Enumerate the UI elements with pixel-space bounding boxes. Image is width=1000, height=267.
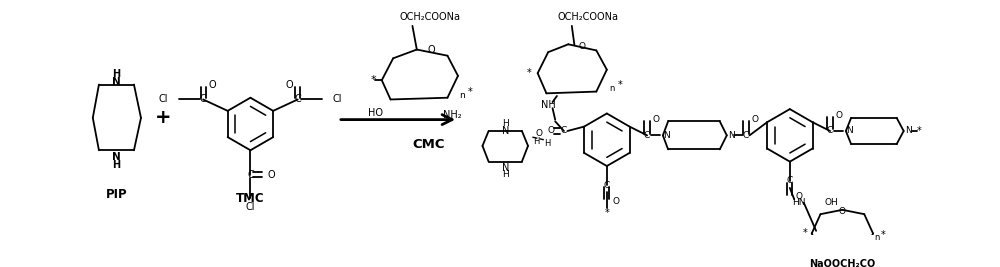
Text: H: H bbox=[502, 120, 509, 128]
Text: HN: HN bbox=[792, 198, 805, 207]
Text: O: O bbox=[796, 192, 803, 201]
Text: n: n bbox=[875, 233, 880, 242]
Text: *: * bbox=[604, 208, 609, 218]
Text: C: C bbox=[827, 127, 833, 135]
Text: O: O bbox=[751, 115, 758, 124]
Text: O: O bbox=[285, 80, 293, 91]
Text: NH₂: NH₂ bbox=[443, 110, 461, 120]
Text: H: H bbox=[112, 160, 121, 170]
Text: C: C bbox=[604, 181, 610, 190]
Text: C: C bbox=[200, 95, 207, 104]
Text: +: + bbox=[155, 108, 171, 127]
Text: C: C bbox=[294, 95, 301, 104]
Text: PIP: PIP bbox=[106, 187, 127, 201]
Text: N: N bbox=[728, 131, 735, 140]
Text: *: * bbox=[618, 80, 622, 91]
Text: Cl: Cl bbox=[246, 202, 255, 212]
Text: O: O bbox=[208, 80, 216, 91]
Text: n: n bbox=[609, 84, 615, 93]
Text: C: C bbox=[247, 170, 254, 180]
Text: CMC: CMC bbox=[412, 138, 444, 151]
Text: n: n bbox=[459, 91, 465, 100]
Text: C: C bbox=[787, 176, 793, 185]
Text: *: * bbox=[527, 68, 531, 78]
Text: N: N bbox=[502, 126, 509, 136]
Text: *: * bbox=[917, 126, 922, 136]
Text: OCH₂COONa: OCH₂COONa bbox=[557, 12, 618, 22]
Text: HO: HO bbox=[368, 108, 383, 119]
Text: *: * bbox=[370, 75, 376, 85]
Text: H: H bbox=[112, 69, 121, 79]
Text: N: N bbox=[502, 163, 509, 173]
Text: TMC: TMC bbox=[236, 192, 265, 205]
Text: O: O bbox=[839, 207, 846, 216]
Text: C: C bbox=[561, 127, 567, 135]
Text: H: H bbox=[502, 170, 509, 179]
Text: O: O bbox=[428, 45, 436, 54]
Text: O: O bbox=[536, 129, 543, 138]
Text: O: O bbox=[547, 127, 554, 135]
Text: C: C bbox=[743, 131, 749, 140]
Text: *: * bbox=[468, 87, 473, 97]
Text: O: O bbox=[652, 115, 659, 124]
Text: *: * bbox=[881, 230, 886, 240]
Text: NaOOCH₂CO: NaOOCH₂CO bbox=[809, 259, 876, 267]
Text: N: N bbox=[112, 152, 121, 162]
Text: C: C bbox=[644, 131, 650, 140]
Text: N: N bbox=[112, 77, 121, 87]
Text: O: O bbox=[268, 170, 275, 180]
Text: H: H bbox=[544, 139, 550, 148]
Text: OCH₂COONa: OCH₂COONa bbox=[399, 12, 460, 22]
Text: Cl: Cl bbox=[333, 95, 342, 104]
Text: OH: OH bbox=[825, 198, 839, 207]
Text: N: N bbox=[905, 127, 911, 135]
Text: N: N bbox=[846, 127, 853, 135]
Text: H: H bbox=[534, 137, 540, 146]
Text: Cl: Cl bbox=[159, 95, 168, 104]
Text: O: O bbox=[579, 42, 586, 50]
Text: NH: NH bbox=[541, 100, 556, 110]
Text: O: O bbox=[835, 111, 842, 120]
Text: O: O bbox=[613, 197, 620, 206]
Text: *: * bbox=[803, 229, 808, 238]
Text: N: N bbox=[663, 131, 670, 140]
